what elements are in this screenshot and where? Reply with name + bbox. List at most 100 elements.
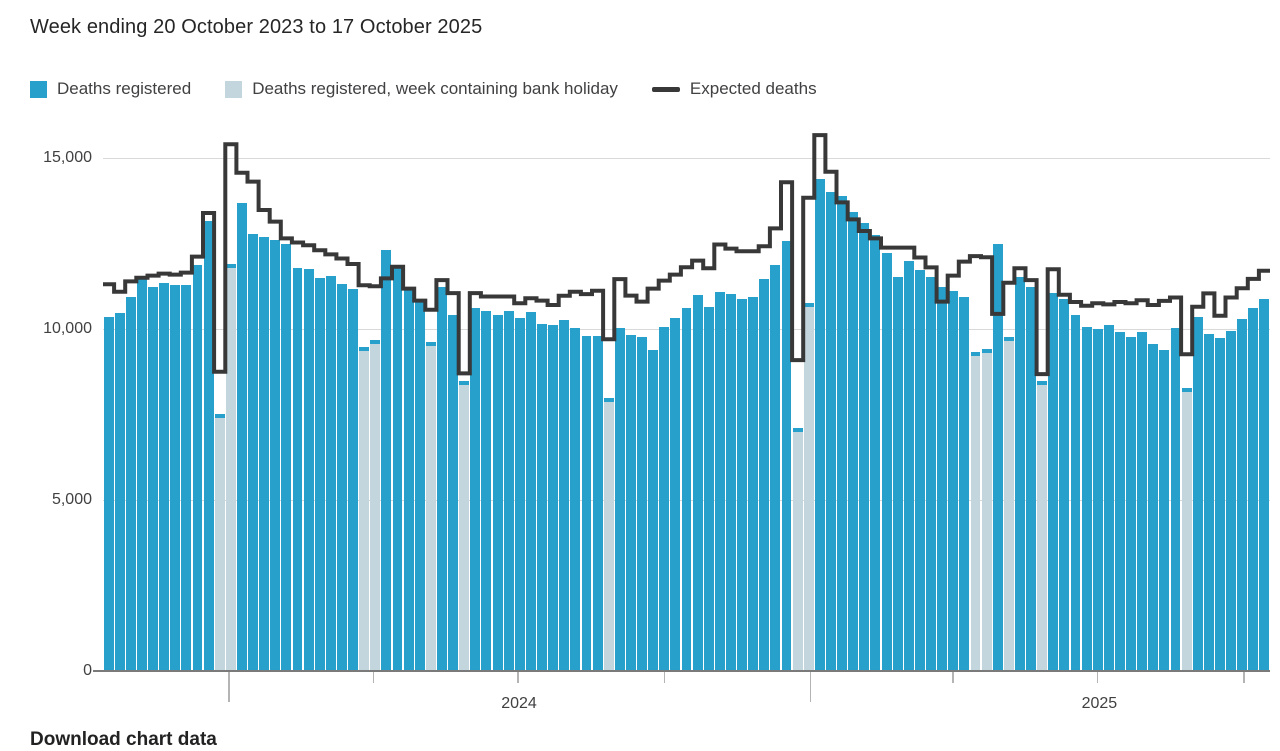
- bar-week-2023-12-22[interactable]: [203, 220, 214, 671]
- bar-week-2025-05-23[interactable]: [1026, 286, 1036, 671]
- bar-week-2025-02-07[interactable]: [859, 223, 870, 671]
- bar-week-2023-10-20[interactable]: [103, 316, 114, 671]
- bar-week-2025-03-07[interactable]: [903, 260, 914, 671]
- bar-week-2025-04-11[interactable]: [959, 296, 970, 671]
- bar-week-2024-06-07[interactable]: [470, 307, 481, 671]
- bar-week-2024-12-13[interactable]: [770, 265, 781, 671]
- bar-week-2024-03-15[interactable]: [337, 283, 347, 671]
- bar-week-2025-02-14[interactable]: [870, 234, 881, 671]
- bar-week-2024-10-18[interactable]: [681, 308, 692, 671]
- bar-week-2024-11-15[interactable]: [726, 294, 736, 671]
- bar-week-2025-03-28[interactable]: [937, 286, 948, 671]
- bar-week-2025-07-04[interactable]: [1092, 329, 1103, 671]
- bar-week-2023-12-01[interactable]: [170, 284, 181, 671]
- bar-week-2025-07-18[interactable]: [1115, 332, 1125, 671]
- bar-week-2025-06-13[interactable]: [1059, 299, 1070, 671]
- bar-week-2023-11-17[interactable]: [148, 286, 158, 671]
- bar-week-2025-04-18[interactable]: [970, 351, 981, 671]
- bar-week-2025-08-29[interactable]: [1181, 388, 1192, 671]
- download-chart-data-heading[interactable]: Download chart data: [30, 729, 217, 750]
- bar-week-2025-08-22[interactable]: [1170, 328, 1181, 671]
- bar-week-2025-10-10[interactable]: [1248, 308, 1259, 671]
- bar-week-2025-09-19[interactable]: [1215, 337, 1225, 671]
- bar-week-2023-10-27[interactable]: [114, 313, 125, 671]
- bar-week-2025-01-24[interactable]: [837, 195, 848, 671]
- bar-week-2024-09-20[interactable]: [637, 336, 647, 671]
- bar-week-2025-10-17[interactable]: [1259, 299, 1270, 671]
- bar-week-2024-04-26[interactable]: [403, 289, 414, 671]
- bar-week-2024-01-12[interactable]: [236, 203, 247, 671]
- bar-week-2025-03-14[interactable]: [914, 270, 925, 671]
- bar-week-2025-05-16[interactable]: [1014, 277, 1025, 671]
- bar-week-2023-12-29[interactable]: [214, 414, 225, 671]
- bar-week-2024-10-04[interactable]: [659, 326, 670, 671]
- bar-week-2025-05-09[interactable]: [1003, 337, 1014, 671]
- bar-week-2024-08-02[interactable]: [559, 320, 570, 671]
- bar-week-2024-09-27[interactable]: [648, 349, 659, 671]
- bar-week-2025-02-28[interactable]: [892, 276, 903, 671]
- bar-week-2024-12-27[interactable]: [792, 427, 803, 671]
- bar-week-2024-12-20[interactable]: [781, 241, 792, 671]
- bar-week-2024-12-06[interactable]: [759, 279, 770, 671]
- bar-week-2025-03-21[interactable]: [926, 276, 936, 671]
- bar-week-2024-03-08[interactable]: [325, 275, 336, 671]
- bar-week-2025-08-01[interactable]: [1137, 332, 1148, 671]
- bar-week-2024-02-02[interactable]: [270, 240, 281, 671]
- bar-week-2024-03-22[interactable]: [348, 288, 359, 671]
- bar-week-2025-10-03[interactable]: [1237, 319, 1248, 671]
- bar-week-2023-11-24[interactable]: [159, 282, 170, 671]
- bar-week-2024-01-05[interactable]: [225, 264, 236, 671]
- bar-week-2024-02-09[interactable]: [281, 243, 292, 671]
- bar-week-2024-03-01[interactable]: [314, 277, 325, 671]
- bar-week-2024-08-16[interactable]: [581, 335, 592, 671]
- bar-week-2025-05-02[interactable]: [992, 244, 1003, 671]
- bar-week-2024-07-05[interactable]: [514, 318, 525, 671]
- bar-week-2024-04-05[interactable]: [370, 339, 381, 671]
- bar-week-2025-06-27[interactable]: [1081, 327, 1092, 671]
- bar-week-2024-06-21[interactable]: [492, 314, 503, 671]
- bar-week-2025-07-25[interactable]: [1126, 336, 1137, 671]
- bar-week-2025-04-25[interactable]: [981, 349, 992, 671]
- bar-week-2024-04-12[interactable]: [381, 249, 392, 671]
- bar-week-2024-01-26[interactable]: [259, 237, 270, 671]
- bar-week-2024-10-11[interactable]: [670, 317, 681, 671]
- bar-week-2025-02-21[interactable]: [881, 253, 892, 671]
- bar-week-2025-09-26[interactable]: [1226, 331, 1237, 671]
- bar-week-2025-05-30[interactable]: [1037, 380, 1048, 671]
- bar-week-2025-01-10[interactable]: [814, 179, 825, 671]
- bar-week-2024-05-17[interactable]: [437, 286, 447, 671]
- bar-week-2023-12-08[interactable]: [181, 284, 192, 671]
- bar-week-2023-11-10[interactable]: [136, 279, 147, 671]
- bar-week-2025-09-12[interactable]: [1203, 334, 1214, 671]
- bar-week-2024-05-10[interactable]: [425, 341, 436, 671]
- bar-week-2025-01-03[interactable]: [803, 302, 814, 671]
- bar-week-2024-07-19[interactable]: [537, 323, 547, 671]
- bar-week-2024-05-31[interactable]: [459, 380, 470, 671]
- bar-week-2023-12-15[interactable]: [192, 265, 203, 671]
- bar-week-2024-11-08[interactable]: [714, 291, 725, 671]
- bar-week-2024-09-06[interactable]: [614, 327, 625, 671]
- bar-week-2024-03-29[interactable]: [359, 347, 370, 671]
- bar-week-2024-02-23[interactable]: [303, 268, 314, 671]
- bar-week-2024-10-25[interactable]: [692, 295, 703, 671]
- bar-week-2024-07-26[interactable]: [548, 324, 559, 671]
- bar-week-2025-08-08[interactable]: [1148, 344, 1159, 671]
- bar-week-2025-07-11[interactable]: [1103, 324, 1114, 671]
- bar-week-2024-08-09[interactable]: [570, 328, 581, 671]
- bar-week-2024-02-16[interactable]: [292, 268, 303, 671]
- bar-week-2025-08-15[interactable]: [1159, 349, 1170, 671]
- bar-week-2023-11-03[interactable]: [125, 296, 136, 671]
- bar-week-2024-08-23[interactable]: [592, 335, 603, 671]
- bar-week-2024-01-19[interactable]: [248, 234, 258, 671]
- bar-week-2024-11-01[interactable]: [703, 306, 714, 671]
- bar-week-2024-11-22[interactable]: [737, 298, 748, 671]
- bar-week-2024-06-28[interactable]: [503, 310, 514, 671]
- bar-week-2025-06-06[interactable]: [1048, 292, 1059, 671]
- bar-week-2024-04-19[interactable]: [392, 265, 403, 671]
- bar-week-2024-08-30[interactable]: [603, 397, 614, 671]
- bar-week-2025-01-31[interactable]: [848, 211, 859, 671]
- bar-week-2025-01-17[interactable]: [826, 191, 836, 671]
- bar-week-2024-06-14[interactable]: [481, 310, 492, 671]
- bar-week-2024-11-29[interactable]: [748, 296, 759, 671]
- bar-week-2024-09-13[interactable]: [625, 334, 636, 671]
